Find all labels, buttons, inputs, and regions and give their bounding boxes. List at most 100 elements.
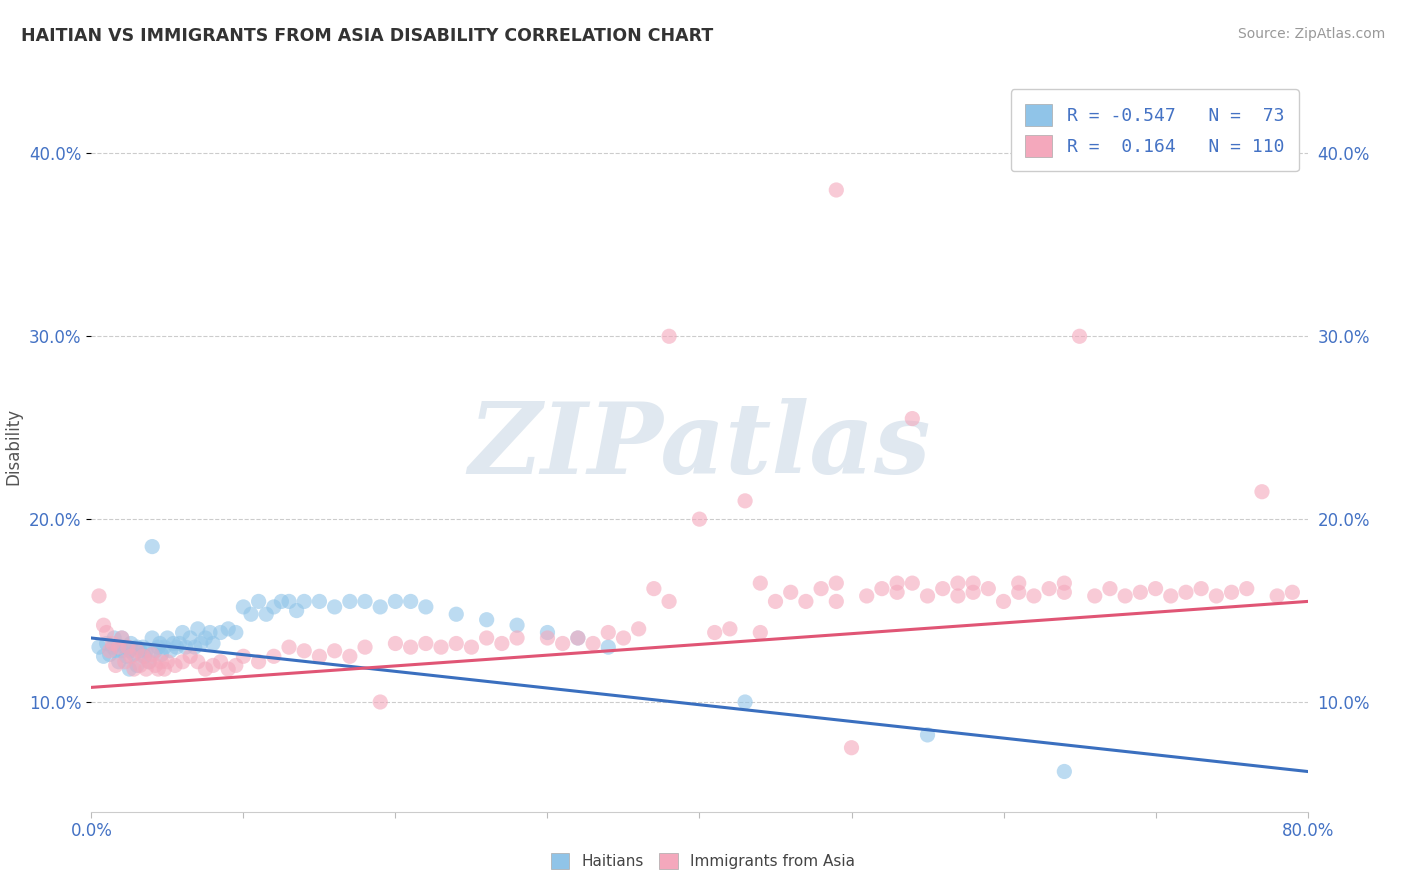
Point [931,582,953,596]
Point [917,589,939,603]
Point [104,644,127,658]
Point [111,631,134,645]
Point [779,585,801,599]
Point [202,658,225,673]
Point [688,512,710,526]
Y-axis label: Disability: Disability [4,408,22,484]
Point [263,649,285,664]
Point [1265,589,1288,603]
Point [143,658,166,673]
Point [87,640,110,655]
Point [96,636,118,650]
Point [156,631,179,645]
Point [1236,582,1258,596]
Point [901,411,924,425]
Point [232,599,254,614]
Point [120,649,142,664]
Point [339,649,361,664]
Point [209,625,232,640]
Point [1174,585,1197,599]
Point [567,631,589,645]
Point [917,728,939,742]
Point [150,648,173,662]
Point [1160,589,1182,603]
Point [475,613,498,627]
Point [765,594,787,608]
Point [125,658,148,673]
Point [977,582,1000,596]
Point [946,589,969,603]
Point [149,636,172,650]
Point [825,576,848,591]
Point [993,594,1015,608]
Legend: R = -0.547   N =  73, R =  0.164   N = 110: R = -0.547 N = 73, R = 0.164 N = 110 [1011,89,1299,171]
Point [1053,585,1076,599]
Point [93,618,115,632]
Point [135,644,157,658]
Point [901,576,924,591]
Point [148,662,170,676]
Point [87,589,110,603]
Point [174,640,197,655]
Point [132,640,155,655]
Point [101,636,124,650]
Point [209,655,232,669]
Point [96,625,118,640]
Point [138,655,160,669]
Point [285,603,308,617]
Point [1251,484,1274,499]
Point [1189,582,1212,596]
Point [1144,582,1167,596]
Text: Source: ZipAtlas.com: Source: ZipAtlas.com [1237,27,1385,41]
Point [162,636,184,650]
Point [1205,589,1227,603]
Point [278,594,301,608]
Point [734,695,756,709]
Point [148,640,170,655]
Point [399,640,422,655]
Point [172,625,194,640]
Point [384,594,406,608]
Point [172,655,194,669]
Point [749,576,772,591]
Point [117,640,139,655]
Point [308,649,330,664]
Point [132,649,155,664]
Point [323,599,346,614]
Point [184,640,207,655]
Point [141,540,163,554]
Point [107,655,129,669]
Point [125,644,148,658]
Point [1053,576,1076,591]
Point [187,622,209,636]
Point [703,625,725,640]
Point [194,631,217,645]
Point [1084,589,1107,603]
Point [475,631,498,645]
Point [1098,582,1121,596]
Point [1008,585,1031,599]
Point [368,599,391,614]
Point [1038,582,1060,596]
Legend: Haitians, Immigrants from Asia: Haitians, Immigrants from Asia [546,847,860,875]
Point [118,644,141,658]
Point [202,636,225,650]
Point [399,594,422,608]
Point [658,329,681,343]
Point [1129,585,1152,599]
Point [179,631,201,645]
Point [734,494,756,508]
Point [551,636,574,650]
Point [627,622,650,636]
Point [198,625,221,640]
Point [135,662,157,676]
Point [870,582,893,596]
Point [278,640,301,655]
Text: ZIPatlas: ZIPatlas [468,398,931,494]
Point [444,607,467,622]
Point [1008,576,1031,591]
Point [104,658,127,673]
Point [225,658,247,673]
Point [98,644,121,658]
Point [150,655,173,669]
